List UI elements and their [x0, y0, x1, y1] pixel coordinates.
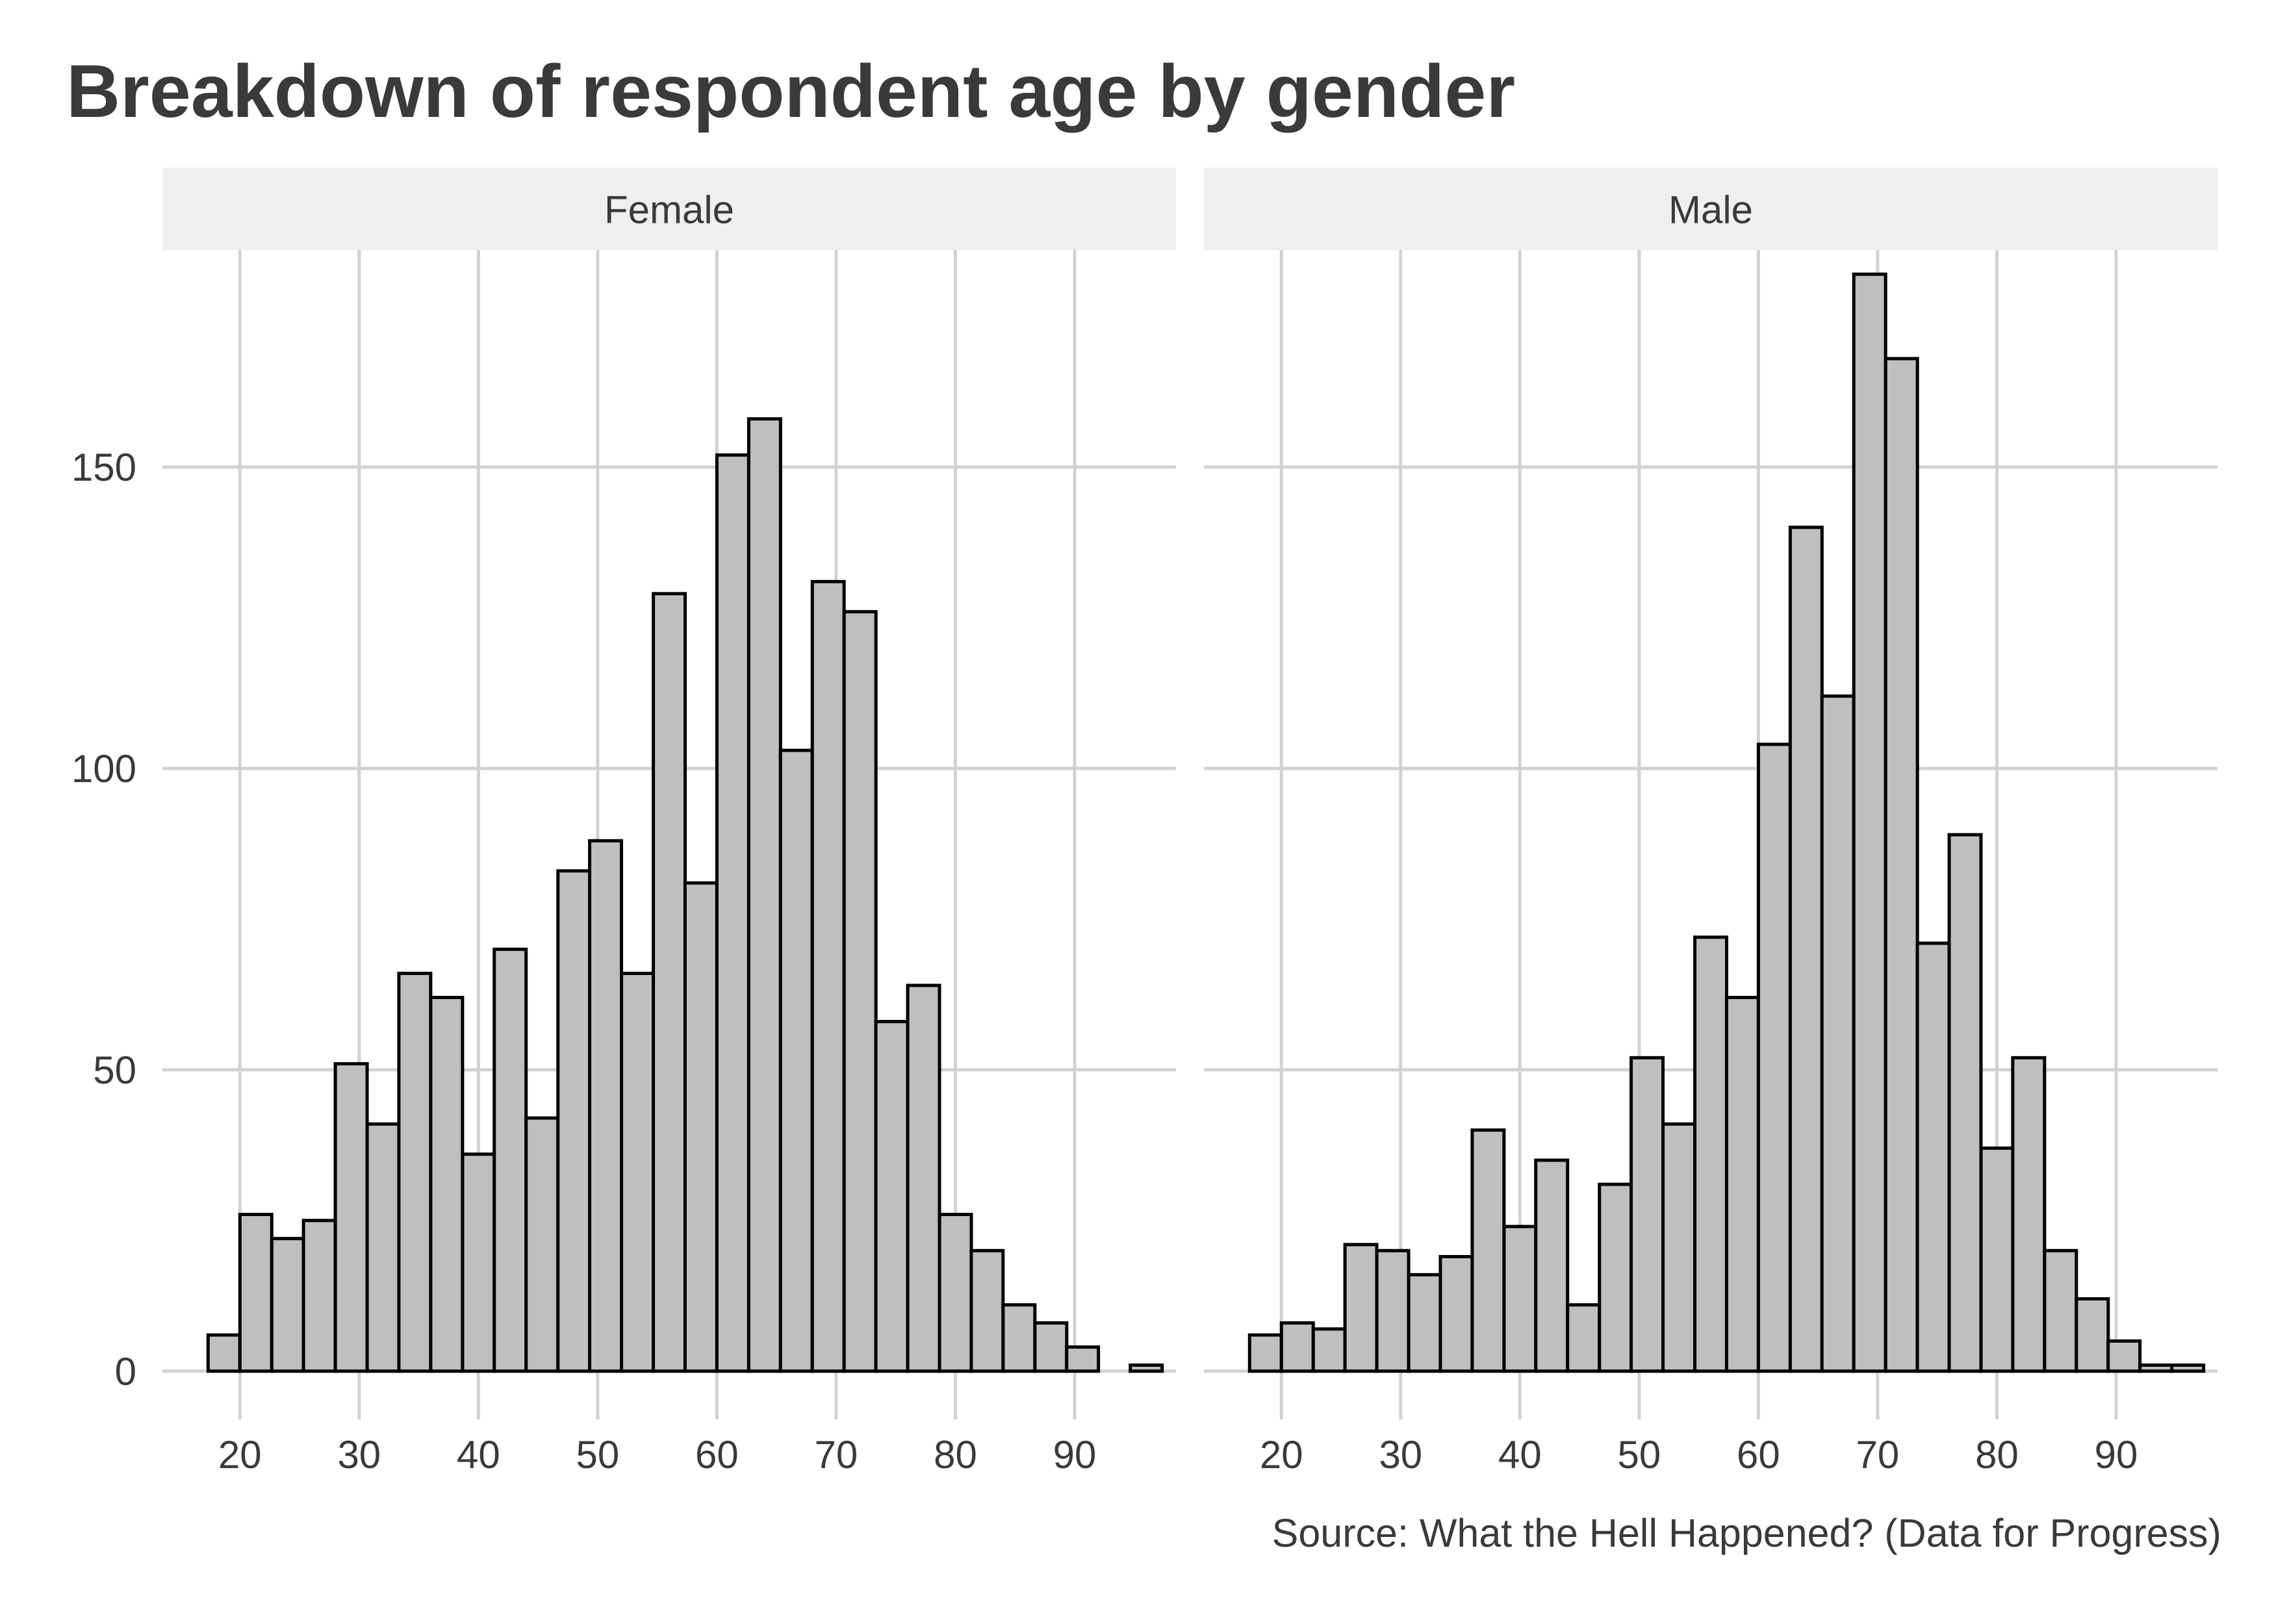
histogram-bar: [683, 881, 719, 1373]
x-tick-label: 90: [2095, 1433, 2138, 1477]
histogram-bar: [938, 1213, 973, 1373]
histogram-bar: [2170, 1363, 2206, 1373]
facet-strip-label: Female: [604, 188, 734, 232]
histogram-bar: [492, 947, 528, 1373]
histogram-bar: [1566, 1303, 1602, 1373]
histogram-bar: [270, 1237, 305, 1373]
histogram-bar: [1438, 1254, 1474, 1373]
histogram-bar: [778, 748, 814, 1373]
histogram-bar: [969, 1249, 1005, 1373]
histogram-bar: [1947, 833, 1983, 1373]
x-tick-label: 70: [815, 1433, 858, 1477]
histogram-bar: [1033, 1321, 1069, 1373]
histogram-bar: [1629, 1056, 1665, 1373]
x-tick-label: 30: [337, 1433, 381, 1477]
histogram-bar: [747, 417, 782, 1373]
histogram-bar: [461, 1152, 496, 1373]
histogram-bar: [397, 971, 433, 1373]
facet-strip: [1204, 168, 2217, 250]
x-tick-label: 40: [457, 1433, 500, 1477]
histogram-bar: [1820, 694, 1856, 1373]
histogram-bar: [1693, 935, 1729, 1373]
histogram-bar: [238, 1213, 274, 1373]
histogram-bar: [1065, 1345, 1101, 1373]
histogram-bar: [1598, 1182, 1633, 1373]
histogram-bar: [1661, 1122, 1697, 1373]
histogram-bar: [715, 453, 750, 1373]
histogram-bar: [2011, 1056, 2047, 1373]
y-tick-label: 150: [71, 446, 136, 489]
facet-strip-label: Male: [1668, 188, 1753, 232]
histogram-bar: [1852, 272, 1887, 1373]
histogram-bar: [1279, 1321, 1315, 1373]
x-tick-label: 80: [934, 1433, 977, 1477]
histogram-bar: [874, 1020, 910, 1373]
x-tick-label: 50: [576, 1433, 620, 1477]
histogram-bar: [301, 1219, 337, 1373]
histogram-bar: [1788, 526, 1824, 1373]
histogram-bar: [588, 839, 624, 1373]
x-tick-label: 90: [1053, 1433, 1097, 1477]
x-tick-label: 20: [218, 1433, 262, 1477]
histogram-bar: [2043, 1249, 2078, 1373]
facet-strip: [162, 168, 1176, 250]
histogram-bar: [1724, 996, 1760, 1373]
histogram-bar: [2138, 1363, 2174, 1373]
histogram-bar: [906, 983, 941, 1373]
histogram-bar: [810, 579, 846, 1373]
x-tick-label: 40: [1498, 1433, 1542, 1477]
histogram-bar: [1311, 1327, 1347, 1373]
x-tick-label: 50: [1618, 1433, 1661, 1477]
histogram-bar: [1470, 1128, 1506, 1373]
histogram-bar: [2075, 1297, 2110, 1373]
histogram-bar: [1884, 357, 1919, 1373]
x-tick-label: 20: [1260, 1433, 1303, 1477]
x-tick-label: 60: [695, 1433, 739, 1477]
histogram-bar: [524, 1116, 560, 1373]
histogram-bar: [1129, 1363, 1164, 1373]
histogram-bar: [1343, 1243, 1379, 1373]
histogram-bar: [365, 1122, 401, 1373]
histogram-bar: [842, 610, 878, 1373]
histogram-bar: [333, 1062, 369, 1373]
chart-title: Breakdown of respondent age by gender: [66, 50, 1516, 133]
histogram-bar: [2106, 1339, 2142, 1373]
y-tick-label: 100: [71, 747, 136, 791]
histogram-bar: [1247, 1333, 1283, 1373]
x-tick-label: 60: [1737, 1433, 1780, 1477]
y-tick-label: 0: [115, 1350, 136, 1393]
x-tick-label: 70: [1856, 1433, 1900, 1477]
histogram-bar: [206, 1333, 242, 1373]
histogram-bar: [1979, 1146, 2015, 1373]
x-tick-label: 30: [1379, 1433, 1422, 1477]
source-caption: Source: What the Hell Happened? (Data fo…: [1271, 1511, 2221, 1555]
histogram-bar: [1001, 1303, 1037, 1373]
histogram-bar: [1756, 742, 1792, 1373]
y-tick-label: 50: [93, 1048, 136, 1092]
histogram-bar: [1915, 941, 1951, 1373]
histogram-bar: [1375, 1249, 1411, 1373]
x-tick-label: 80: [1975, 1433, 2019, 1477]
histogram-bar: [429, 996, 465, 1373]
histogram-bar: [620, 971, 656, 1373]
histogram-bar: [556, 869, 592, 1373]
histogram-bar: [1502, 1224, 1538, 1373]
histogram-bar: [1534, 1158, 1570, 1373]
histogram-bar: [1407, 1273, 1442, 1373]
histogram-bar: [652, 592, 687, 1373]
